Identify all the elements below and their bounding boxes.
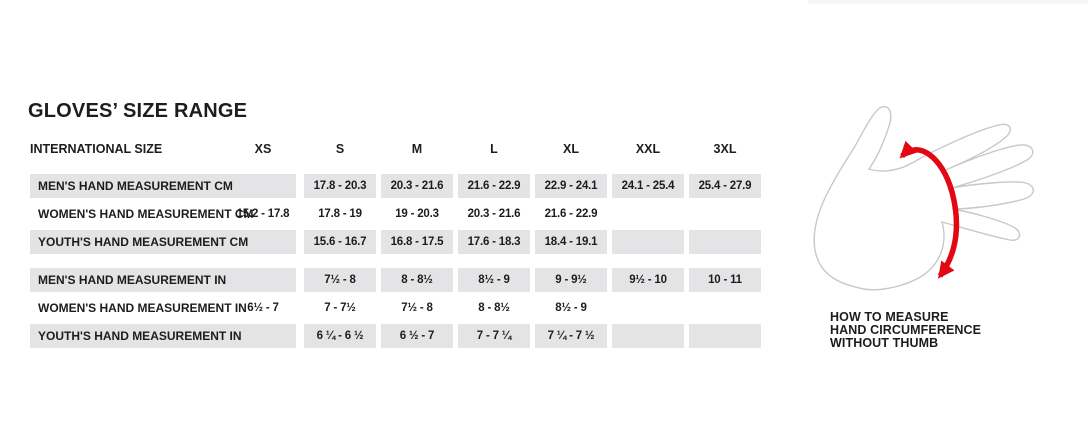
- cell-l: 8½ - 9: [458, 268, 530, 292]
- cell-xl: 7 ¼ - 7 ½: [535, 324, 607, 348]
- row-label-cell: YOUTH'S HAND MEASUREMENT CM: [30, 230, 296, 254]
- caption-line-3: WITHOUT THUMB: [830, 336, 939, 350]
- cell-3xl: [689, 230, 761, 254]
- row-label: MEN'S HAND MEASUREMENT IN: [38, 273, 227, 287]
- column-header-m: M: [411, 142, 423, 156]
- cell-l: 8 - 8½: [478, 302, 510, 314]
- column-header-xs: XS: [254, 142, 272, 156]
- column-header-3xl: 3XL: [713, 142, 737, 156]
- cell-m: 6 ½ - 7: [381, 324, 453, 348]
- cell-m: 7½ - 8: [401, 302, 433, 314]
- table-row-mens-cm: MEN'S HAND MEASUREMENT CM 17.8 - 20.3 20…: [0, 174, 800, 198]
- cell-xxl: 9½ - 10: [612, 268, 684, 292]
- row-label: WOMEN'S HAND MEASUREMENT CM: [38, 207, 254, 221]
- international-size-header: INTERNATIONAL SIZE: [30, 142, 163, 156]
- cell-s: 7 - 7½: [324, 302, 356, 314]
- cell-xl: 18.4 - 19.1: [535, 230, 607, 254]
- cell-s: 17.8 - 20.3: [304, 174, 376, 198]
- table-row-youths-cm: YOUTH'S HAND MEASUREMENT CM 15.6 - 16.7 …: [0, 230, 800, 254]
- table-row-mens-in: MEN'S HAND MEASUREMENT IN 7½ - 8 8 - 8½ …: [0, 268, 800, 292]
- cell-m: 20.3 - 21.6: [381, 174, 453, 198]
- row-label-cell: YOUTH'S HAND MEASUREMENT IN: [30, 324, 296, 348]
- cell-3xl: 25.4 - 27.9: [689, 174, 761, 198]
- row-label-cell: MEN'S HAND MEASUREMENT CM: [30, 174, 296, 198]
- cell-xxl: [612, 324, 684, 348]
- cell-xs: 15.2 - 17.8: [236, 208, 290, 220]
- caption-line-1: HOW TO MEASURE: [830, 310, 949, 324]
- top-edge-strip: [808, 0, 1088, 4]
- column-header-s: S: [335, 142, 345, 156]
- cell-l: 20.3 - 21.6: [467, 208, 521, 220]
- cell-l: 17.6 - 18.3: [458, 230, 530, 254]
- row-label-cell: WOMEN'S HAND MEASUREMENT IN: [30, 296, 296, 320]
- cell-xl: 21.6 - 22.9: [544, 208, 598, 220]
- cell-m: 19 - 20.3: [395, 208, 439, 220]
- cell-3xl: [689, 324, 761, 348]
- cell-m: 8 - 8½: [381, 268, 453, 292]
- hand-outline: [813, 106, 1034, 291]
- cell-s: 15.6 - 16.7: [304, 230, 376, 254]
- table-row-youths-in: YOUTH'S HAND MEASUREMENT IN 6 ¼ - 6 ½ 6 …: [0, 324, 800, 348]
- row-label: MEN'S HAND MEASUREMENT CM: [38, 179, 233, 193]
- table-row-womens-in: WOMEN'S HAND MEASUREMENT IN 6½ - 7 7 - 7…: [0, 296, 800, 320]
- cell-xs: 6½ - 7: [247, 302, 279, 314]
- cell-xxl: [612, 230, 684, 254]
- column-header-l: L: [490, 142, 498, 156]
- hand-outline-illustration: [813, 106, 1034, 291]
- cell-s: 17.8 - 19: [318, 208, 362, 220]
- page-title: GLOVES’ SIZE RANGE: [28, 100, 248, 122]
- cell-s: 7½ - 8: [304, 268, 376, 292]
- cell-xl: 22.9 - 24.1: [535, 174, 607, 198]
- measure-caption: HOW TO MEASURE HAND CIRCUMFERENCE WITHOU…: [830, 311, 981, 350]
- cell-xxl: 24.1 - 25.4: [612, 174, 684, 198]
- row-label: YOUTH'S HAND MEASUREMENT IN: [38, 329, 242, 343]
- row-label-cell: WOMEN'S HAND MEASUREMENT CM: [30, 202, 296, 226]
- cell-s: 6 ¼ - 6 ½: [304, 324, 376, 348]
- row-label: WOMEN'S HAND MEASUREMENT IN: [38, 301, 247, 315]
- cell-l: 21.6 - 22.9: [458, 174, 530, 198]
- column-header-xxl: XXL: [635, 142, 661, 156]
- cell-m: 16.8 - 17.5: [381, 230, 453, 254]
- cell-xl: 9 - 9½: [535, 268, 607, 292]
- table-row-womens-cm: WOMEN'S HAND MEASUREMENT CM 15.2 - 17.8 …: [0, 202, 800, 226]
- row-label: YOUTH'S HAND MEASUREMENT CM: [38, 235, 249, 249]
- cell-l: 7 - 7 ¼: [458, 324, 530, 348]
- row-label-cell: MEN'S HAND MEASUREMENT IN: [30, 268, 296, 292]
- measure-arrow-icon: [899, 140, 960, 279]
- cell-xl: 8½ - 9: [555, 302, 587, 314]
- cell-3xl: 10 - 11: [689, 268, 761, 292]
- caption-line-2: HAND CIRCUMFERENCE: [830, 323, 982, 337]
- column-header-xl: XL: [563, 142, 579, 156]
